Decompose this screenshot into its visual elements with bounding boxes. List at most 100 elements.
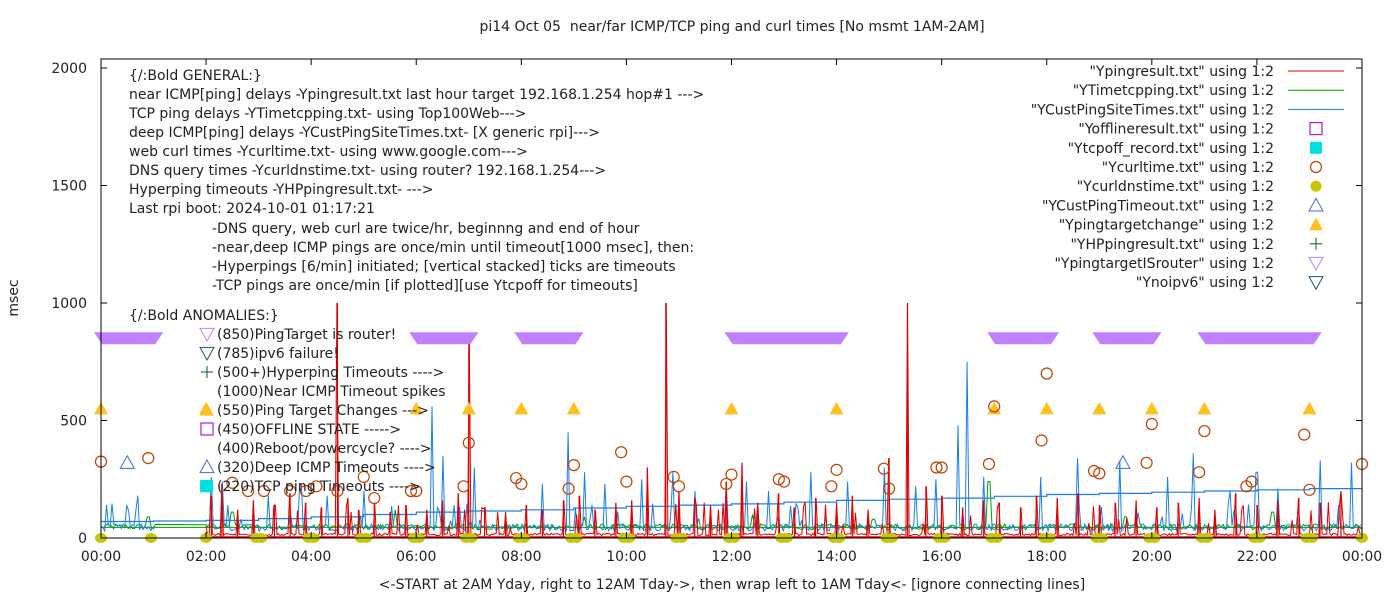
anomaly-label: (850)PingTarget is router! — [217, 327, 396, 343]
y-tick-label: 0 — [78, 531, 87, 547]
curl-time-point — [310, 480, 323, 493]
curl-time-point — [1198, 424, 1211, 438]
annotation-general-line: web curl times -Ycurltime.txt- using www… — [129, 144, 528, 160]
legend-entry-label: "YCustPingTimeout.txt" using 1:2 — [1042, 198, 1274, 214]
curl-time-point — [515, 477, 528, 491]
deep-icmp-timeout-marker — [1115, 454, 1131, 469]
anomaly-label: (1000)Near ICMP Timeout spikes — [217, 384, 446, 400]
annotation-general-line: {/:Bold GENERAL:} — [129, 68, 262, 84]
legend-entry-label: "Ycurltime.txt" using 1:2 — [1102, 160, 1274, 176]
ping-target-change-marker — [461, 401, 476, 415]
legend-entry-label: "Ypingresult.txt" using 1:2 — [1089, 64, 1274, 80]
legend-entry-label: "YHPpingresult.txt" using 1:2 — [1070, 237, 1274, 253]
legend-square-icon — [1309, 121, 1323, 136]
x-tick-label: 18:00 — [1027, 549, 1067, 565]
x-tick-label: 06:00 — [396, 549, 436, 565]
curl-time-point — [1140, 456, 1153, 469]
ping-target-change-marker — [566, 401, 581, 415]
legend-entry-label: "YTimetcpping.txt" using 1:2 — [1073, 83, 1274, 99]
curl-time-point — [562, 482, 575, 495]
x-tick-label: 00:00 — [1342, 549, 1382, 565]
anomaly-label: (320)Deep ICMP Timeouts ----> — [217, 460, 436, 476]
ping-target-change-marker — [514, 401, 529, 415]
chart-title: pi14 Oct 05 near/far ICMP/TCP ping and c… — [479, 19, 984, 35]
ping-target-change-marker — [1144, 401, 1159, 415]
router-band-marker — [94, 332, 164, 345]
curl-time-point — [1040, 367, 1053, 380]
x-tick-label: 08:00 — [501, 549, 541, 565]
curl-time-point — [142, 452, 155, 465]
annotation-general-line: DNS query times -Ycurldnstime.txt- using… — [129, 163, 606, 179]
x-tick-label: 04:00 — [291, 549, 331, 565]
curl-time-point — [830, 463, 843, 476]
curl-time-point — [462, 436, 475, 449]
deep-icmp-timeout-marker — [119, 454, 136, 469]
annotation-anomalies-title: {/:Bold ANOMALIES:} — [129, 308, 279, 324]
ping-target-change-marker — [409, 401, 424, 415]
x-tick-label: 14:00 — [816, 549, 856, 565]
legend-circle-icon — [1309, 160, 1323, 174]
curl-time-point — [615, 446, 628, 459]
x-tick-label: 12:00 — [711, 549, 751, 565]
curl-time-point — [226, 476, 239, 489]
curl-time-point — [331, 484, 344, 498]
legend-triangle-down-icon — [1308, 276, 1324, 291]
x-tick-label: 10:00 — [606, 549, 646, 565]
curl-time-point — [242, 484, 255, 498]
curl-time-point — [257, 484, 270, 498]
anomaly-router-icon — [199, 327, 215, 343]
x-tick-label: 16:00 — [921, 549, 961, 565]
curl-time-point — [772, 473, 785, 486]
router-band-marker — [514, 332, 584, 345]
annotation-note-line: -DNS query, web curl are twice/hr, begin… — [212, 221, 640, 237]
y-tick-label: 1500 — [51, 179, 87, 195]
curl-time-point — [368, 491, 381, 505]
router-band-marker — [1092, 332, 1162, 345]
curl-time-point — [567, 459, 580, 472]
ping-target-change-marker — [1092, 401, 1107, 415]
ping-target-change-marker — [724, 401, 739, 415]
ping-target-change-marker — [1302, 401, 1317, 415]
curl-time-point — [777, 475, 791, 488]
curl-time-point — [620, 475, 633, 488]
anomaly-offline-icon — [200, 422, 214, 436]
annotation-general-line: Last rpi boot: 2024-10-01 01:17:21 — [129, 201, 375, 217]
curl-time-point — [982, 457, 996, 471]
x-axis-label: <-START at 2AM Yday, right to 12AM Tday-… — [379, 577, 1085, 593]
ping-target-change-marker — [1197, 401, 1212, 415]
curl-time-point — [720, 477, 733, 491]
curl-time-point — [1303, 483, 1316, 496]
curl-time-point — [930, 461, 943, 474]
x-tick-label: 20:00 — [1132, 549, 1172, 565]
router-band-marker — [1197, 332, 1322, 345]
ping-target-change-marker — [829, 401, 844, 415]
curl-time-point — [1298, 428, 1311, 441]
curl-time-point — [284, 484, 297, 498]
y-axis: 0 500 1000 1500 2000 — [51, 61, 1362, 547]
anomaly-label: (220)TCP ping Timeouts ----> — [217, 479, 421, 495]
curl-time-point — [410, 484, 423, 498]
x-axis: 00:00 02:00 04:00 06:00 08:00 10:00 12:00 14:00… — [81, 59, 1382, 565]
curl-time-point — [1035, 434, 1048, 447]
anomaly-label: (400)Reboot/powercycle? ----> — [217, 441, 432, 457]
anomaly-label: (450)OFFLINE STATE -----> — [217, 422, 401, 438]
annotation-general-line: near ICMP[ping] delays -Ypingresult.txt … — [129, 87, 704, 103]
legend-filled-circle-icon — [1310, 180, 1322, 192]
ping-target-change-marker — [1039, 401, 1054, 415]
legend-entry-label: "Ytcpoff_record.txt" using 1:2 — [1068, 141, 1274, 157]
curl-time-point — [672, 480, 686, 493]
legend-triangle-up-icon — [1308, 197, 1324, 212]
curl-time-point — [1193, 466, 1206, 479]
anomaly-ipv6-icon — [199, 346, 215, 362]
anomaly-target-change-icon — [200, 403, 214, 416]
series-baseline-custping — [101, 487, 1363, 523]
y-tick-label: 1000 — [51, 296, 87, 312]
legend-filled-triangle-icon — [1309, 217, 1323, 231]
anomaly-label: (500+)Hyperping Timeouts ----> — [217, 365, 444, 381]
curl-time-point — [877, 462, 890, 475]
x-tick-label: 02:00 — [186, 549, 226, 565]
curl-time-point — [725, 468, 738, 481]
anomaly-label: (785)ipv6 failure! — [217, 346, 339, 362]
legend: "Ypingresult.txt" using 1:2 "YTimetcpping… — [1031, 64, 1344, 291]
